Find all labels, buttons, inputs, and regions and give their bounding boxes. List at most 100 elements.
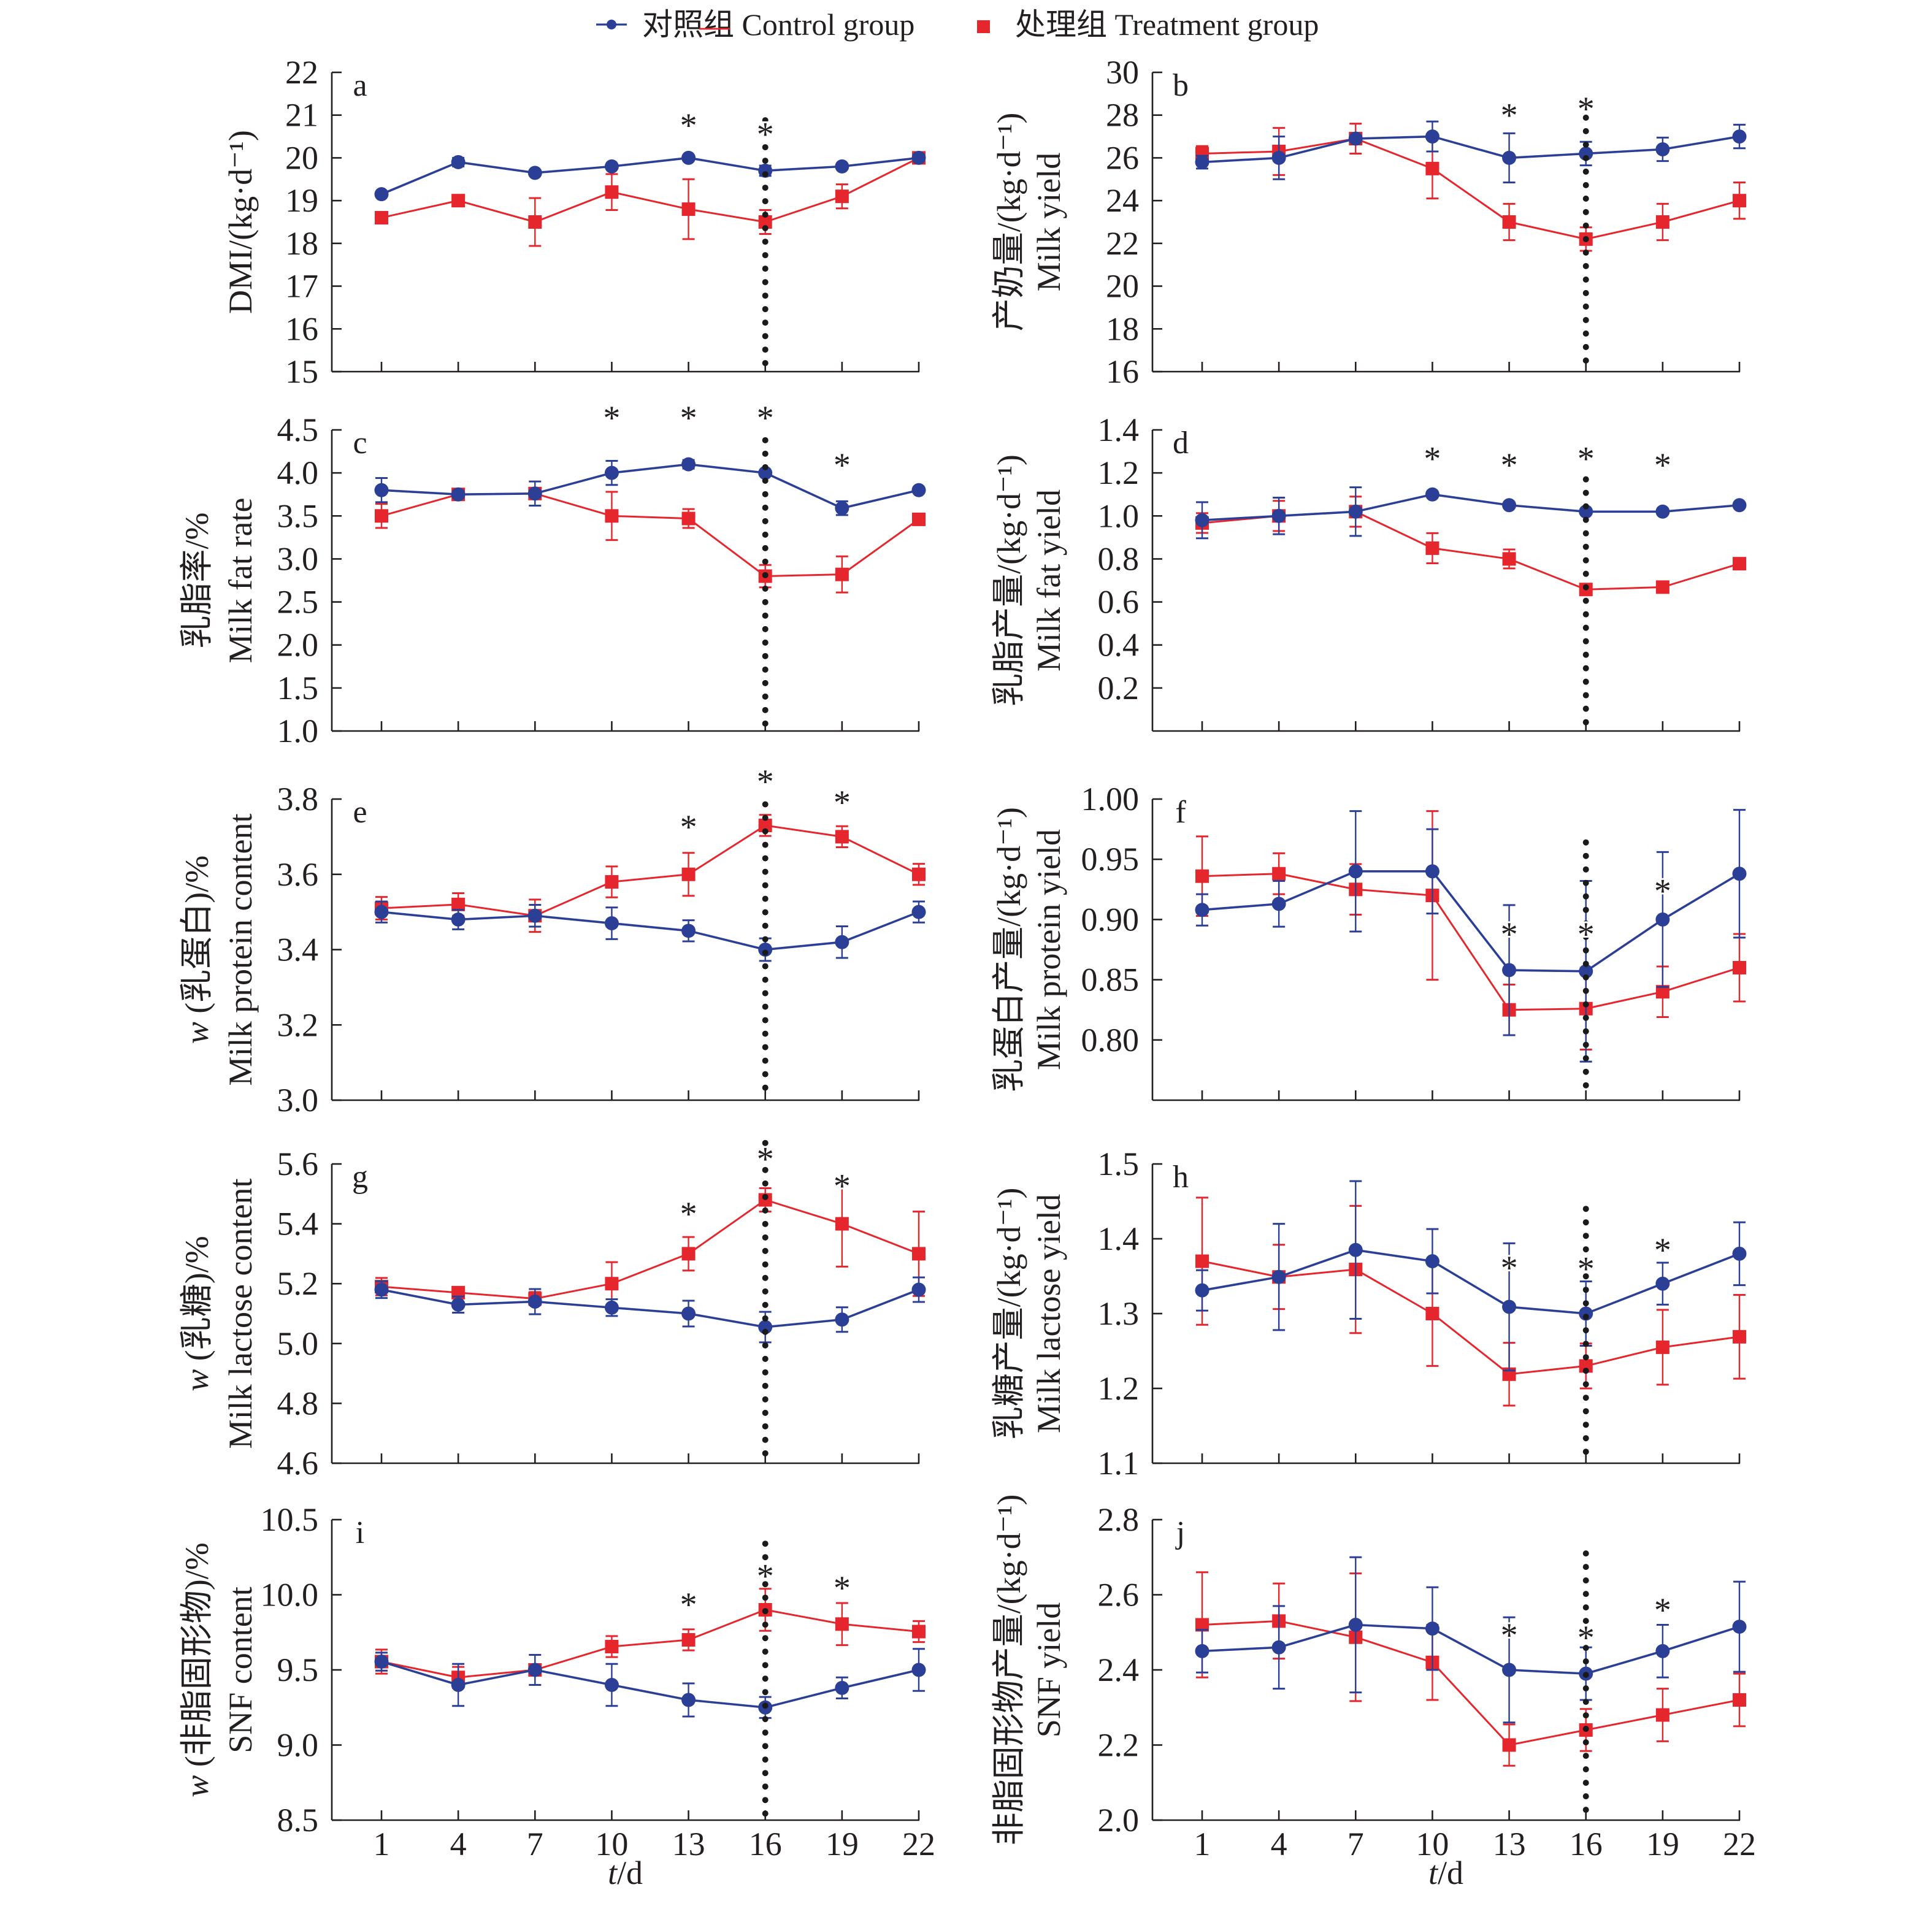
y-axis-title: w (乳糖)/%: [178, 1236, 215, 1391]
treatment-point: [912, 867, 926, 881]
control-line: [1202, 493, 1740, 522]
y-axis-title-variable: w: [178, 1369, 215, 1391]
y-tick-label: 1.2: [1098, 1370, 1140, 1407]
significance-star: *: [1654, 1231, 1671, 1269]
significance-star: *: [1501, 96, 1518, 134]
treatment-point: [1502, 552, 1516, 566]
control-point: [374, 905, 389, 919]
y-tick-label: 0.4: [1098, 627, 1140, 664]
treatment-point: [835, 830, 849, 844]
control-series: [1195, 486, 1747, 540]
significance-star: *: [1501, 446, 1518, 484]
treatment-point: [1195, 1618, 1209, 1632]
panel-h: 乳糖产量/(kg·d⁻¹) Milk lactose yield 1.1 1.2 1.3…: [991, 1146, 1747, 1482]
y-tick-label: 3.0: [277, 1082, 319, 1119]
control-point: [604, 159, 619, 174]
control-point: [681, 1693, 696, 1707]
control-point: [1348, 504, 1363, 519]
treatment-point: [605, 875, 619, 889]
control-point: [604, 916, 619, 931]
control-series: [374, 1648, 926, 1719]
control-point: [1195, 903, 1209, 917]
panel-letter: g: [352, 1160, 368, 1195]
y-axis-title-text: Milk fat yield: [1030, 489, 1067, 672]
y-tick-label: 2.0: [1098, 1802, 1140, 1839]
y-tick-label: 2.4: [1098, 1651, 1140, 1688]
significance-star: *: [1501, 916, 1518, 954]
treatment-line: [381, 1609, 919, 1678]
y-axis-title: 非脂固形物产量/(kg·d⁻¹): [991, 1495, 1027, 1846]
y-tick-label: 1.0: [277, 713, 319, 749]
treatment-point: [835, 567, 849, 581]
significance-star: *: [603, 399, 620, 437]
treatment-point: [758, 215, 772, 229]
y-tick-label: 24: [1106, 182, 1139, 219]
x-tick-label: 4: [450, 1826, 467, 1862]
panel-e: w (乳蛋白)/% Milk protein content 3.0 3.2 3.4 3.…: [178, 761, 926, 1119]
control-point: [604, 1300, 619, 1315]
y-tick-label: 2.8: [1098, 1501, 1140, 1538]
treatment-point: [375, 211, 388, 225]
control-point: [1195, 155, 1209, 169]
y-tick-label: 3.4: [277, 932, 319, 968]
y-axis-title-text: Milk lactose content: [222, 1179, 259, 1449]
significance-star: *: [757, 399, 774, 437]
treatment-line: [1202, 1260, 1740, 1376]
y-tick-label: 1.2: [1098, 454, 1140, 491]
control-point: [1502, 1663, 1517, 1677]
treatment-point: [1655, 215, 1669, 229]
control-point: [1195, 513, 1209, 527]
treatment-point: [835, 189, 849, 204]
control-series: [374, 457, 926, 516]
y-axis-title-text: Milk fat rate: [222, 498, 259, 664]
y-axis-title-text: 乳脂率/%: [178, 513, 215, 649]
y-axis-title-text: DMI/(kg·d⁻¹): [222, 130, 259, 314]
treatment-series: [1195, 810, 1746, 1051]
control-point: [758, 943, 773, 957]
treatment-point: [1425, 541, 1439, 555]
significance-star: *: [1501, 1617, 1518, 1655]
control-point: [451, 1678, 466, 1692]
y-axis-title-text: 非脂固形物产量/(kg·d⁻¹): [991, 1495, 1027, 1846]
x-axis-title-text: /d: [1438, 1854, 1463, 1891]
significance-star: *: [757, 116, 774, 154]
control-point: [1655, 1276, 1670, 1291]
y-axis-title: 乳脂率/%: [178, 513, 215, 649]
treatment-point: [1655, 985, 1669, 999]
y-tick-label: 20: [285, 139, 318, 176]
y-axis-title-text: SNF yield: [1030, 1602, 1067, 1738]
control-point: [1502, 498, 1517, 513]
control-series: [1195, 1180, 1747, 1372]
control-point: [1348, 131, 1363, 146]
legend-item-treatment: 处理组 Treatment group: [977, 7, 1319, 42]
legend-treatment-label: 处理组 Treatment group: [1015, 7, 1319, 42]
control-series: [1195, 1556, 1747, 1724]
panel-letter: d: [1173, 426, 1189, 461]
control-point: [1195, 1644, 1209, 1658]
y-axis-title: Milk fat yield: [1030, 489, 1067, 672]
treatment-point: [1655, 1340, 1669, 1354]
x-tick-label: 1: [1194, 1826, 1211, 1862]
y-tick-label: 1.4: [1098, 1220, 1140, 1257]
y-tick-label: 4.0: [277, 454, 319, 491]
treatment-point: [1502, 215, 1516, 229]
y-tick-label: 17: [285, 268, 318, 305]
significance-star: *: [834, 784, 851, 822]
control-point: [1732, 129, 1747, 144]
treatment-series: [1195, 1196, 1746, 1407]
control-point: [1655, 912, 1670, 927]
control-line: [1202, 1249, 1740, 1315]
control-point: [1732, 1246, 1747, 1261]
y-tick-label: 9.0: [277, 1727, 319, 1764]
control-point: [1348, 864, 1363, 879]
control-point: [758, 1320, 773, 1334]
significance-star: *: [1577, 916, 1595, 954]
y-tick-label: 0.8: [1098, 540, 1140, 577]
treatment-point: [605, 509, 619, 523]
y-tick-label: 10.5: [261, 1501, 319, 1538]
control-line: [1202, 870, 1740, 973]
significance-star: *: [1577, 440, 1595, 478]
treatment-point: [758, 818, 772, 832]
x-tick-label: 13: [672, 1826, 705, 1862]
control-point: [1732, 1620, 1747, 1634]
